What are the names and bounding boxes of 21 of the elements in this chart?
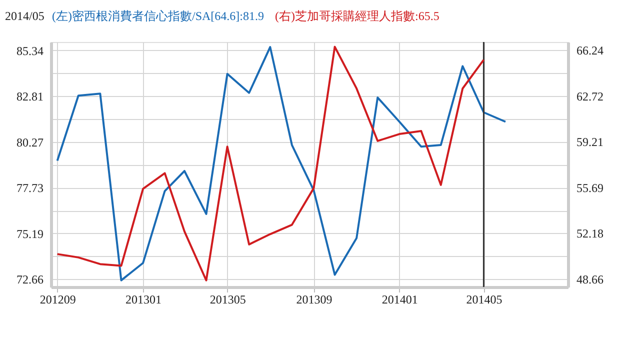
x-tick-label: 201209 <box>40 292 76 306</box>
y2-tick-label: 59.21 <box>576 135 604 150</box>
y-tick-label: 72.66 <box>16 272 44 287</box>
x-tick-label: 201405 <box>466 292 502 306</box>
x-tick-label: 201401 <box>382 292 418 306</box>
y2-tick-label: 66.24 <box>576 44 604 58</box>
chart-title: 2014/05 <box>5 9 44 23</box>
x-tick-label: 201301 <box>126 292 162 306</box>
y-tick-label: 77.73 <box>16 181 44 196</box>
y-tick-label: 82.81 <box>16 89 44 104</box>
y2-tick-label: 48.66 <box>576 272 604 287</box>
text: (右)芝加哥採購經理人指數:65.5 <box>275 9 440 23</box>
x-tick-label: 201305 <box>210 292 246 306</box>
text: (左)密西根消費者信心指數/SA[64.6]:81.9 <box>52 9 264 23</box>
y2-tick-label: 62.72 <box>576 90 604 104</box>
y-tick-label: 85.34 <box>16 44 44 58</box>
y-tick-label: 80.27 <box>16 135 44 150</box>
x-tick-label: 201309 <box>296 292 332 306</box>
y2-tick-label: 52.18 <box>576 226 604 241</box>
y2-tick-label: 55.69 <box>576 181 604 196</box>
y-tick-label: 75.19 <box>16 226 44 241</box>
